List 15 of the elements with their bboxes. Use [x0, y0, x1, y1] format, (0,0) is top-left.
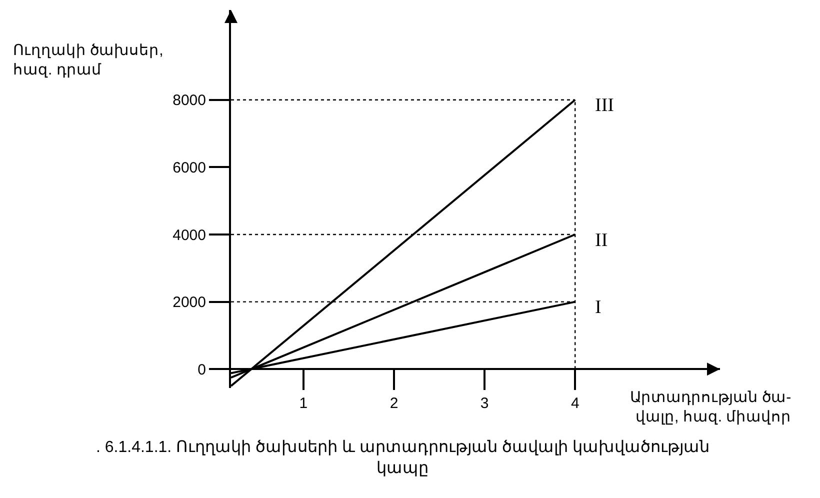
y-axis-title: Ուղղակի ծախսեր, հազ. դրամ — [13, 42, 164, 78]
y-tick-label: 2000 — [172, 294, 206, 312]
y-tick-label: 0 — [198, 361, 206, 378]
x-tick-label: 3 — [480, 395, 489, 412]
x-tick-label: 1 — [299, 395, 308, 412]
y-tick-label: 6000 — [172, 159, 206, 176]
text: . 6.1.4.1.1. Ուղղակի ծախսերի և արտադրության ծավալի կախվածության կապը — [96, 439, 710, 477]
x-axis-title: Արտադրության ծա- վալը, հազ. միավոր — [630, 389, 792, 426]
series-label: III — [595, 95, 614, 116]
series-label: II — [595, 230, 608, 251]
x-tick-label: 4 — [570, 395, 580, 412]
series-label: I — [595, 297, 602, 318]
y-tick-label: 8000 — [172, 92, 206, 110]
x-tick-label: 2 — [390, 395, 398, 412]
y-tick-label: 4000 — [172, 226, 206, 244]
